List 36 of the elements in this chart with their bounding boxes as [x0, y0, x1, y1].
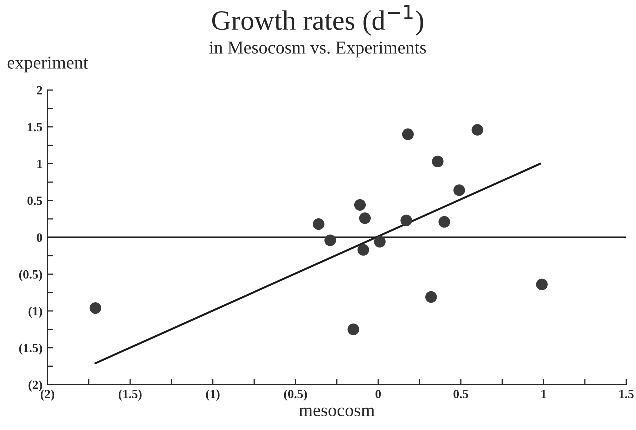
point — [358, 244, 370, 256]
x-tick-label: (1.5) — [118, 390, 142, 402]
y-tick-label: (1) — [28, 306, 42, 318]
point — [536, 278, 548, 291]
y-tick-label: 1.5 — [28, 123, 42, 132]
y-tick-label: 2 — [37, 86, 42, 95]
point — [400, 214, 412, 226]
x-tick-label: (0.5) — [284, 390, 308, 402]
y-axis-title: experiment — [8, 56, 88, 73]
x-tick-label: 1.5 — [620, 390, 634, 399]
point — [90, 302, 102, 314]
x-tick-label: 0.5 — [454, 390, 468, 399]
point — [426, 291, 438, 304]
x-tick-label: 1 — [542, 390, 546, 398]
x-tick-label: (1) — [206, 390, 220, 402]
point — [313, 218, 325, 230]
point — [402, 128, 414, 140]
point — [374, 236, 386, 248]
y-tick-label: 1 — [38, 160, 42, 168]
y-tick-label: 0 — [37, 234, 42, 242]
x-tick-label: 0 — [376, 390, 382, 399]
point — [324, 234, 336, 246]
point — [472, 124, 484, 136]
y-tick-label: 0.5 — [28, 196, 42, 206]
y-tick-label: (2) — [28, 380, 42, 392]
x-axis-title: mesocosm — [299, 408, 375, 417]
chart-title: Growth rates (d$^{−1}$) — [212, 5, 424, 36]
point — [348, 324, 360, 336]
point — [438, 216, 450, 228]
y-tick-label: (1.5) — [19, 344, 42, 356]
point — [454, 184, 466, 196]
point — [354, 199, 366, 211]
point — [432, 156, 444, 168]
y-tick-label: (0.5) — [19, 270, 42, 282]
point — [359, 212, 371, 224]
chart-subtitle: in Mesocosm vs. Experiments — [210, 42, 426, 58]
